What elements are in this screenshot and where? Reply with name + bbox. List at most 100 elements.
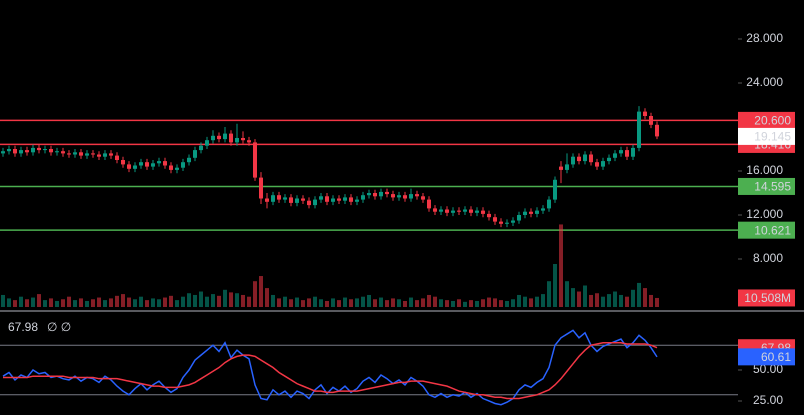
volume-bar [625,296,629,307]
volume-bar [439,299,443,307]
volume-bar [355,298,359,307]
candle-body [337,198,341,201]
volume-bar [49,298,53,307]
volume-bar [151,298,155,307]
candle-body [121,159,125,165]
candle-body [559,166,563,170]
price-line-label: 20.600 [754,114,791,128]
candle-body [145,162,149,167]
candle-body [553,179,557,200]
volume-bar [349,299,353,307]
volume-bar [517,294,521,307]
volume-bar [571,288,575,307]
candle-body [25,150,29,153]
volume-bar [229,292,233,307]
volume-bar [583,285,587,307]
volume-bar [199,291,203,307]
volume-bar [115,295,119,307]
candle-body [403,195,407,199]
candle-body [379,191,383,197]
volume-bar [481,299,485,307]
candle-body [205,140,209,146]
candle-body [127,164,131,169]
candle-body [355,199,359,202]
candle-body [55,151,59,153]
candle-body [577,156,581,162]
volume-bar [655,297,659,307]
candle-body [79,152,83,156]
volume-bar [613,291,617,307]
candle-body [319,196,323,200]
price-line-label-box [738,221,795,239]
candle-body [649,115,653,125]
candle-body [517,215,521,221]
volume-bar [475,300,479,307]
candle-body [277,195,281,200]
volume-bar [457,299,461,307]
candle-body [409,194,413,199]
price-line-label: 10.621 [754,223,791,237]
candle-body [535,210,539,214]
candle-body [37,147,41,151]
volume-bar [163,297,167,307]
volume-bar [565,281,569,307]
y-tick-label: 12.000 [746,207,783,221]
volume-bar [463,301,467,307]
y-tick-label: 50.00 [753,362,783,376]
volume-bar [577,291,581,307]
candle-body [301,198,305,201]
candle-body [463,209,467,212]
candle-body [283,197,287,200]
volume-bar [535,296,539,307]
candle-body [85,153,89,156]
volume-bar [409,297,413,307]
candle-body [439,209,443,212]
volume-bar [433,296,437,307]
candle-body [457,210,461,212]
rsi-value-label-box [738,348,795,366]
volume-bar [373,299,377,307]
candle-body [115,155,119,160]
candle-body [67,153,71,155]
candle-body [223,133,227,140]
volume-bar [643,288,647,307]
volume-bar [553,264,557,307]
candle-body [157,161,161,164]
candle-body [19,150,23,154]
volume-bar [559,224,563,307]
candle-body [589,154,593,163]
candle-body [631,147,635,157]
candle-body [655,124,659,137]
volume-bar [37,294,41,307]
volume-bar [145,300,149,307]
volume-bar [307,298,311,307]
volume-bar [427,294,431,307]
price-line-label: 14.595 [754,180,791,194]
last-price-label: 19.145 [754,130,791,144]
candle-body [373,193,377,197]
volume-bar [499,300,503,307]
candle-body [217,135,221,140]
volume-bar [241,294,245,307]
volume-bar [367,294,371,307]
candle-body [103,153,107,157]
volume-bar [61,299,65,307]
candle-body [619,150,623,154]
candle-body [481,210,485,214]
candle-body [241,137,245,141]
candle-body [1,151,5,154]
volume-bar [25,299,29,307]
candle-body [493,217,497,222]
last-price-label-box [738,127,795,145]
candle-body [247,140,251,143]
volume-bar [469,300,473,307]
candle-body [613,153,617,158]
candle-body [511,220,515,223]
volume-label-box [738,289,795,307]
candle-body [265,198,269,202]
volume-bar [589,294,593,307]
candle-body [331,198,335,202]
candle-body [451,210,455,213]
candle-body [139,162,143,166]
